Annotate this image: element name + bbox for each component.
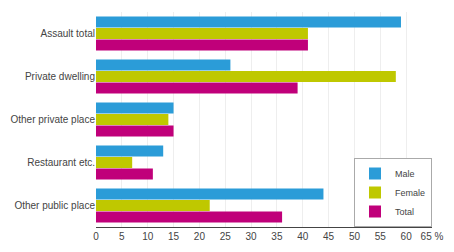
svg-text:Total: Total bbox=[395, 207, 414, 217]
svg-text:25: 25 bbox=[220, 231, 232, 242]
svg-text:10: 10 bbox=[142, 231, 154, 242]
svg-text:60: 60 bbox=[401, 231, 413, 242]
svg-text:55: 55 bbox=[375, 231, 387, 242]
svg-text:40: 40 bbox=[297, 231, 309, 242]
svg-text:50: 50 bbox=[349, 231, 361, 242]
svg-text:20: 20 bbox=[194, 231, 206, 242]
svg-text:5: 5 bbox=[119, 231, 125, 242]
svg-text:45: 45 bbox=[323, 231, 335, 242]
svg-text:Other public place: Other public place bbox=[14, 200, 95, 211]
svg-text:35: 35 bbox=[271, 231, 283, 242]
svg-text:Restaurant etc.: Restaurant etc. bbox=[27, 157, 95, 168]
svg-text:30: 30 bbox=[246, 231, 258, 242]
svg-text:0: 0 bbox=[93, 231, 99, 242]
svg-text:15: 15 bbox=[168, 231, 180, 242]
svg-text:Private dwelling: Private dwelling bbox=[25, 71, 95, 82]
svg-text:Female: Female bbox=[395, 188, 425, 198]
svg-text:Other private place: Other private place bbox=[11, 114, 96, 125]
svg-text:Assault total: Assault total bbox=[41, 28, 95, 39]
svg-text:65 %: 65 % bbox=[421, 231, 444, 242]
svg-text:Male: Male bbox=[395, 169, 415, 179]
